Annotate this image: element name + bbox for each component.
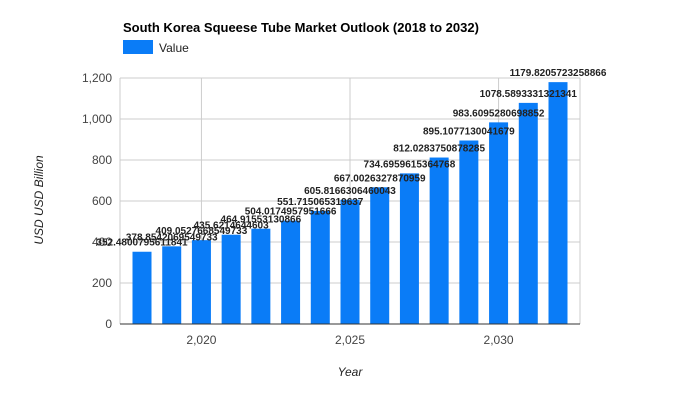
bar-data-label: 1078.5893331321341	[480, 89, 578, 100]
legend-label: Value	[159, 41, 189, 55]
bar	[251, 228, 271, 324]
y-tick-label: 1,200	[82, 71, 112, 85]
bar-data-label: 352.4800795611841	[96, 238, 188, 249]
chart-title: South Korea Squeese Tube Market Outlook …	[123, 20, 479, 35]
bar-data-label: 504.0174957951666	[245, 207, 337, 218]
bar	[548, 82, 568, 324]
bar	[221, 234, 241, 324]
bar	[132, 251, 152, 324]
y-tick-label: 800	[92, 153, 112, 167]
bar	[281, 220, 301, 324]
bars	[132, 82, 568, 324]
y-tick-label: 200	[92, 276, 112, 290]
bar-data-label: 983.6095280698852	[453, 108, 545, 119]
bar	[340, 199, 360, 324]
bar-data-label: 667.0026327870959	[334, 173, 426, 184]
x-tick-label: 2,030	[484, 333, 514, 347]
x-tick-label: 2,025	[335, 333, 365, 347]
bar	[518, 102, 538, 324]
bar	[191, 240, 211, 324]
bar-data-label: 464.91553130866	[221, 215, 302, 226]
bar-data-label: 1179.8205723258866	[510, 68, 607, 79]
y-tick-label: 600	[92, 194, 112, 208]
bar-data-label: 734.6959615364768	[364, 159, 456, 170]
x-axis-title: Year	[338, 365, 364, 379]
y-tick-label: 400	[92, 235, 112, 249]
bar	[370, 187, 390, 324]
bar-data-label: 435.6214644603	[194, 221, 270, 232]
y-tick-label: 1,000	[82, 112, 112, 126]
bar-data-label: 895.1077130041679	[423, 127, 515, 138]
y-axis-title: USD USD Billion	[32, 155, 46, 245]
bar	[429, 157, 449, 324]
bar-data-label: 378.8542069549733	[126, 232, 218, 243]
x-axis-ticks: 2,020 2,025 2,030	[186, 333, 513, 347]
bar	[310, 210, 330, 324]
bar	[162, 246, 182, 324]
legend-swatch	[123, 40, 153, 54]
bar-data-label: 551.715065319637	[277, 197, 364, 208]
y-axis-ticks: 0 200 400 600 800 1,000 1,200	[82, 71, 112, 331]
y-tick-label: 0	[105, 317, 112, 331]
data-labels: 352.4800795611841378.8542069549733409.05…	[96, 68, 606, 249]
bar-data-label: 409.0527668549733	[156, 226, 248, 237]
bar	[459, 140, 479, 324]
bar-data-label: 605.8166306460043	[304, 186, 396, 197]
x-tick-label: 2,020	[186, 333, 216, 347]
bar	[399, 173, 419, 324]
bar	[489, 122, 509, 324]
bar-data-label: 812.0283750878285	[393, 144, 485, 155]
legend: Value	[123, 40, 189, 55]
